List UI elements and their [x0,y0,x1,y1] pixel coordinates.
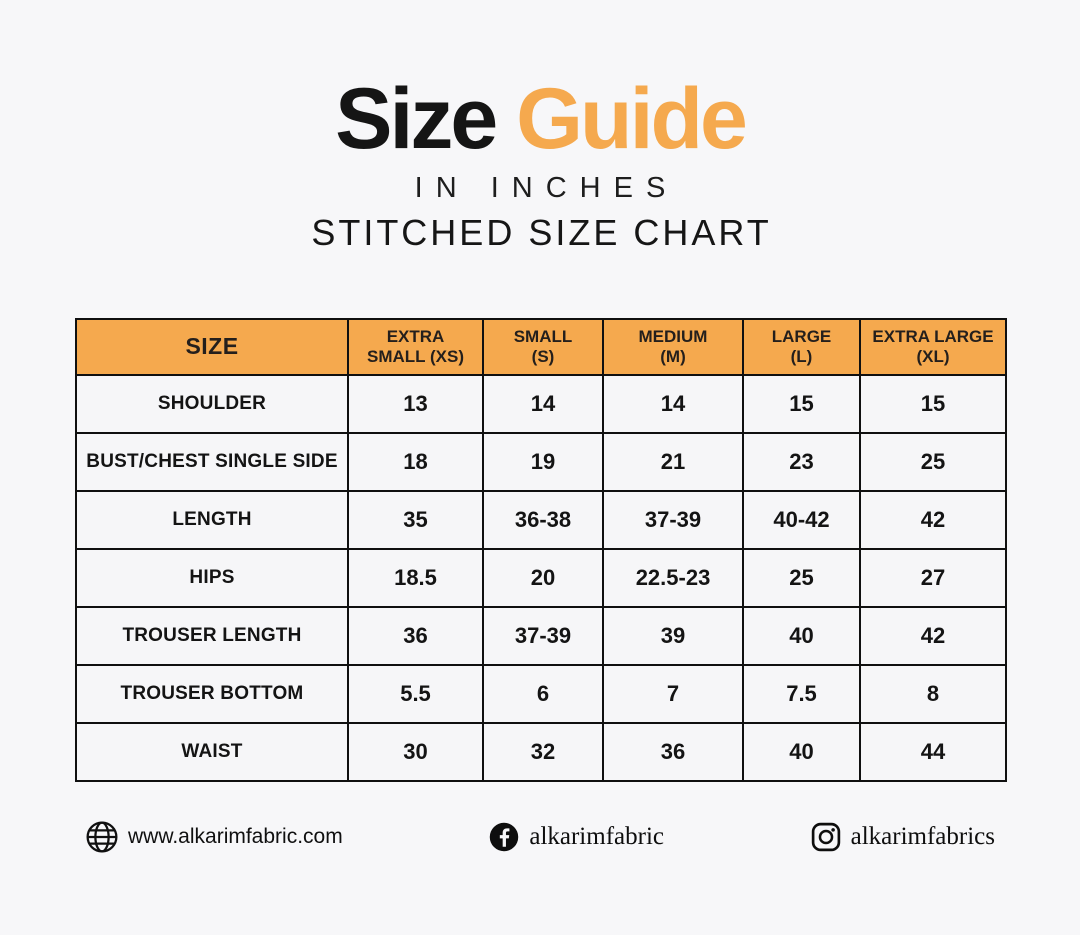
title-block: Size Guide IN INCHES STITCHED SIZE CHART [0,76,1080,254]
cell: 42 [859,490,1007,550]
cell: 32 [482,722,604,782]
table-row-trouser-length: TROUSER LENGTH 36 37-39 39 40 42 [75,606,1007,666]
cell: 14 [602,374,744,434]
table-row-length: LENGTH 35 36-38 37-39 40-42 42 [75,490,1007,550]
instagram-icon [811,822,840,852]
header-extra-large: EXTRA LARGE (XL) [859,318,1007,376]
cell: 23 [742,432,861,492]
cell: 36-38 [482,490,604,550]
cell: 18 [347,432,484,492]
cell: 6 [482,664,604,724]
header-extra-small: EXTRA SMALL (XS) [347,318,484,376]
cell: 37-39 [602,490,744,550]
row-label: TROUSER BOTTOM [75,664,349,724]
subtitle-units: IN INCHES [414,172,679,204]
row-label: SHOULDER [75,374,349,434]
cell: 44 [859,722,1007,782]
facebook-link: alkarimfabric [488,821,664,853]
cell: 20 [482,548,604,608]
table-row-bust: BUST/CHEST SINGLE SIDE 18 19 21 23 25 [75,432,1007,492]
row-label: LENGTH [75,490,349,550]
cell: 25 [742,548,861,608]
footer: www.alkarimfabric.com alkarimfabric alka… [85,812,995,862]
website-link: www.alkarimfabric.com [85,820,343,854]
table-row-shoulder: SHOULDER 13 14 14 15 15 [75,374,1007,434]
cell: 18.5 [347,548,484,608]
header-small: SMALL (S) [482,318,604,376]
row-label: TROUSER LENGTH [75,606,349,666]
table-row-trouser-bottom: TROUSER BOTTOM 5.5 6 7 7.5 8 [75,664,1007,724]
title-word-size: Size [335,71,498,167]
cell: 7 [602,664,744,724]
cell: 30 [347,722,484,782]
cell: 40 [742,606,861,666]
cell: 15 [742,374,861,434]
row-label: BUST/CHEST SINGLE SIDE [75,432,349,492]
cell: 13 [347,374,484,434]
row-label: WAIST [75,722,349,782]
cell: 22.5-23 [602,548,744,608]
cell: 40-42 [742,490,861,550]
website-url: www.alkarimfabric.com [128,825,343,848]
subtitle-chart-type: STITCHED SIZE CHART [311,212,772,253]
cell: 42 [859,606,1007,666]
cell: 14 [482,374,604,434]
instagram-link: alkarimfabrics [810,821,995,853]
instagram-handle: alkarimfabrics [850,823,995,850]
header-row: SIZE EXTRA SMALL (XS) SMALL (S) MEDIUM (M) … [75,318,1007,376]
globe-icon [86,821,118,853]
facebook-handle: alkarimfabric [529,823,664,850]
table-row-waist: WAIST 30 32 36 40 44 [75,722,1007,782]
table-row-hips: HIPS 18.5 20 22.5-23 25 27 [75,548,1007,608]
cell: 19 [482,432,604,492]
row-label: HIPS [75,548,349,608]
cell: 7.5 [742,664,861,724]
cell: 37-39 [482,606,604,666]
cell: 15 [859,374,1007,434]
header-medium: MEDIUM (M) [602,318,744,376]
size-chart-table: SIZE EXTRA SMALL (XS) SMALL (S) MEDIUM (M) … [75,318,1007,782]
cell: 36 [347,606,484,666]
facebook-icon [490,822,519,852]
cell: 40 [742,722,861,782]
cell: 5.5 [347,664,484,724]
cell: 36 [602,722,744,782]
cell: 8 [859,664,1007,724]
cell: 27 [859,548,1007,608]
cell: 21 [602,432,744,492]
cell: 39 [602,606,744,666]
header-large: LARGE (L) [742,318,861,376]
cell: 35 [347,490,484,550]
header-size: SIZE [75,318,349,376]
title-word-guide: Guide [516,71,748,167]
cell: 25 [859,432,1007,492]
page-title: Size Guide [0,76,1080,162]
